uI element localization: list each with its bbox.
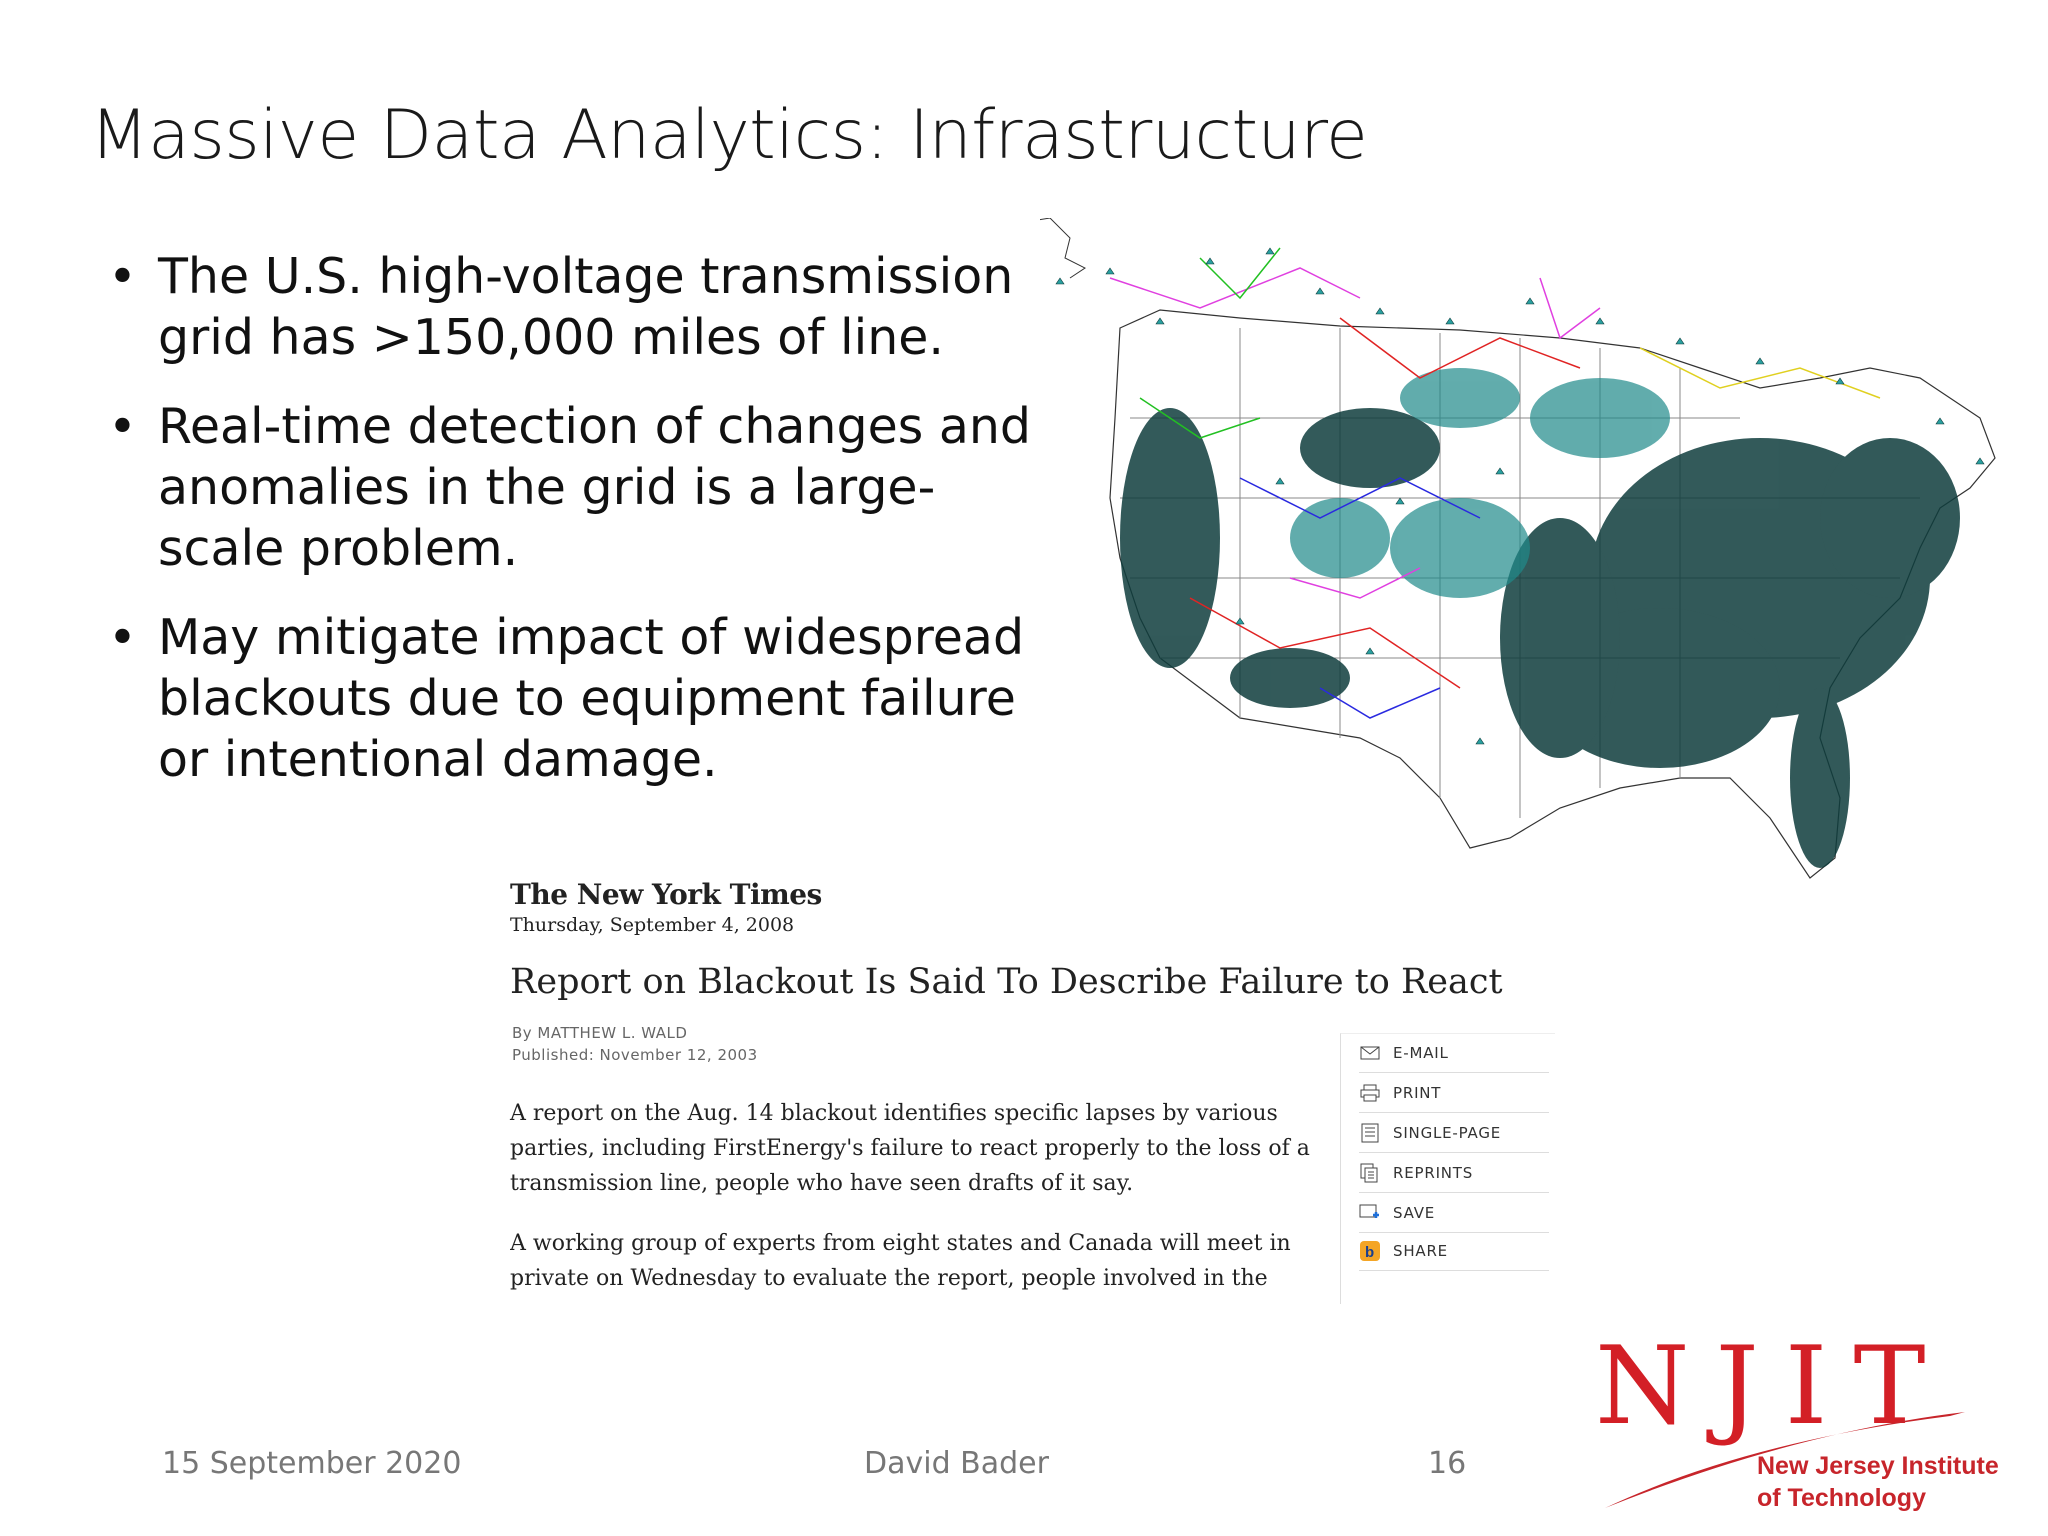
coastline-sketch	[1040, 218, 1086, 279]
svg-text:b: b	[1365, 1244, 1375, 1261]
tool-print: PRINT	[1359, 1074, 1549, 1113]
bullet-item: • May mitigate impact of widespread black…	[108, 607, 1058, 790]
bullet-marker: •	[108, 398, 137, 455]
njit-logo: NJIT New Jersey Institute of Technology	[1595, 1332, 2035, 1522]
envelope-icon	[1359, 1042, 1381, 1064]
tool-label: SAVE	[1393, 1204, 1436, 1222]
slide-title: Massive Data Analytics: Infrastructure	[90, 96, 1368, 175]
bullet-marker: •	[108, 248, 137, 305]
logo-name-line2: of Technology	[1757, 1484, 1926, 1512]
tool-label: PRINT	[1393, 1084, 1442, 1102]
dense-node-clusters	[1120, 408, 1960, 868]
footer-author: David Bader	[864, 1446, 1049, 1481]
tool-reprints: REPRINTS	[1359, 1154, 1549, 1193]
logo-name-line1: New Jersey Institute	[1757, 1452, 1999, 1480]
bullet-item: • The U.S. high-voltage transmission grid…	[108, 246, 1058, 368]
article-published: Published: November 12, 2003	[512, 1046, 758, 1064]
bullet-text: Real-time detection of changes and anoma…	[158, 398, 1032, 577]
article-tools: E-MAIL PRINT SINGLE-PAGE REPRINTS SAVE b…	[1340, 1033, 1555, 1304]
page-icon	[1359, 1122, 1381, 1144]
tool-label: SINGLE-PAGE	[1393, 1124, 1502, 1142]
footer-page-number: 16	[1428, 1446, 1467, 1481]
article-paragraph: A report on the Aug. 14 blackout identif…	[510, 1101, 1310, 1196]
article-date: Thursday, September 4, 2008	[510, 914, 795, 936]
printer-icon	[1359, 1082, 1381, 1104]
bullet-item: • Real-time detection of changes and anom…	[108, 396, 1058, 579]
bullet-text: May mitigate impact of widespread blacko…	[158, 609, 1025, 788]
us-power-grid-map	[1040, 218, 1996, 879]
sparse-node-clusters	[1290, 368, 1670, 598]
tool-email: E-MAIL	[1359, 1034, 1549, 1073]
article-body: A report on the Aug. 14 blackout identif…	[510, 1096, 1330, 1321]
tool-save: SAVE	[1359, 1194, 1549, 1233]
grid-nodes	[1055, 247, 1985, 745]
reprints-icon	[1359, 1162, 1381, 1184]
bullet-list: • The U.S. high-voltage transmission grid…	[108, 246, 1058, 818]
news-article-clip: The New York Times Thursday, September 4…	[508, 876, 1558, 1316]
article-paragraph: A working group of experts from eight st…	[510, 1231, 1291, 1291]
share-icon: b	[1359, 1240, 1381, 1262]
tool-share: b SHARE	[1359, 1232, 1549, 1271]
logo-letters: NJIT	[1595, 1324, 1952, 1449]
footer-date: 15 September 2020	[162, 1446, 462, 1481]
article-headline: Report on Blackout Is Said To Describe F…	[510, 962, 1503, 1002]
bullet-text: The U.S. high-voltage transmission grid …	[158, 248, 1014, 366]
newspaper-masthead: The New York Times	[510, 878, 822, 911]
tool-label: REPRINTS	[1393, 1164, 1474, 1182]
save-icon	[1359, 1202, 1381, 1224]
bullet-marker: •	[108, 609, 137, 666]
tool-single-page: SINGLE-PAGE	[1359, 1114, 1549, 1153]
tool-label: SHARE	[1393, 1242, 1448, 1260]
tool-label: E-MAIL	[1393, 1044, 1449, 1062]
article-byline: By MATTHEW L. WALD	[512, 1024, 688, 1042]
